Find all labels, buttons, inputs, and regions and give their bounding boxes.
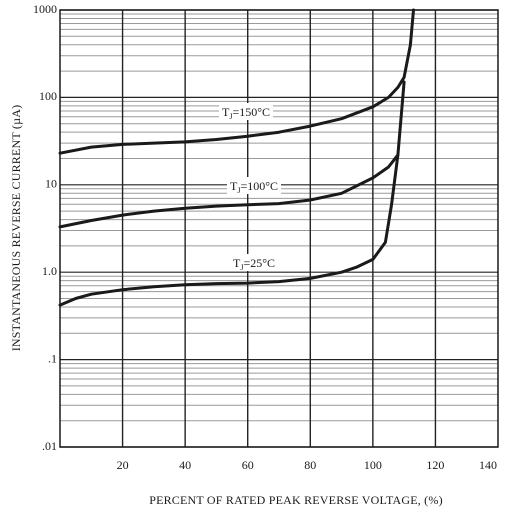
y-axis-label: INSTANTANEOUS REVERSE CURRENT (µA) xyxy=(9,105,23,352)
series-line-25 xyxy=(58,153,400,307)
series-line-150 xyxy=(58,8,415,155)
series-label-text: TJ=25°C xyxy=(233,256,275,272)
series-label-text: TJ=150°C xyxy=(222,105,270,121)
series-label-background xyxy=(230,254,278,271)
chart-curves xyxy=(58,8,415,307)
x-tick-label: 100 xyxy=(364,458,382,472)
series-label-background xyxy=(219,103,273,120)
y-tick-label: .1 xyxy=(48,351,57,365)
y-tick-labels: 1000 100 10 1.0 .1 .01 xyxy=(33,2,57,453)
chart-grid xyxy=(60,9,498,448)
x-tick-label: 140 xyxy=(479,458,497,472)
series-line-100 xyxy=(58,80,406,229)
y-tick-label: 1.0 xyxy=(42,264,57,278)
y-tick-label: .01 xyxy=(42,439,57,453)
series-label-text: TJ=100°C xyxy=(230,179,278,195)
plot-frame xyxy=(59,9,499,448)
plot-border xyxy=(59,9,499,448)
x-tick-label: 80 xyxy=(304,458,316,472)
y-tick-label: 100 xyxy=(39,89,57,103)
x-axis-label: PERCENT OF RATED PEAK REVERSE VOLTAGE, (… xyxy=(149,493,443,507)
series-label-150: TJ=150°C xyxy=(219,103,273,121)
series-labels: TJ=150°C TJ=100°C TJ=25°C xyxy=(219,103,281,272)
y-tick-label: 1000 xyxy=(33,2,57,16)
y-tick-label: 10 xyxy=(45,177,57,191)
x-tick-label: 40 xyxy=(179,458,191,472)
series-label-100: TJ=100°C xyxy=(227,177,281,195)
series-label-background xyxy=(227,177,281,194)
x-tick-label: 60 xyxy=(242,458,254,472)
x-tick-labels: 20 40 60 80 100 120 140 xyxy=(117,458,497,472)
x-tick-label: 20 xyxy=(117,458,129,472)
series-label-25: TJ=25°C xyxy=(230,254,278,272)
x-tick-label: 120 xyxy=(426,458,444,472)
